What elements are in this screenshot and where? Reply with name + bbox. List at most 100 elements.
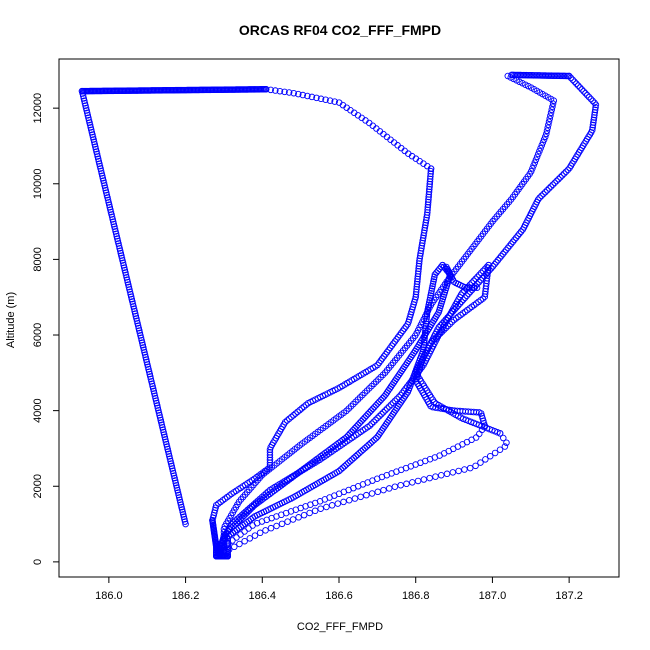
data-point — [363, 443, 371, 450]
data-point — [517, 228, 525, 235]
data-point — [146, 370, 153, 378]
data-point — [247, 505, 254, 513]
data-point — [444, 314, 451, 321]
data-point — [414, 477, 422, 485]
data-point — [545, 121, 552, 128]
data-point — [177, 499, 184, 506]
data-point — [142, 353, 149, 361]
y-tick-label: 6000 — [32, 323, 44, 347]
data-point — [122, 269, 129, 276]
data-point — [105, 199, 112, 206]
data-point — [262, 527, 269, 534]
data-point — [461, 284, 468, 291]
data-point — [179, 508, 186, 516]
data-point — [114, 235, 121, 242]
data-point — [129, 300, 137, 308]
data-point — [592, 104, 599, 111]
data-point — [496, 254, 503, 262]
data-point — [137, 332, 144, 339]
data-point — [534, 196, 542, 203]
data-point — [112, 230, 120, 238]
data-point — [343, 461, 350, 468]
data-point — [238, 511, 245, 519]
data-point — [148, 380, 156, 388]
data-point — [107, 208, 115, 216]
data-point — [258, 493, 266, 501]
data-point — [585, 93, 593, 101]
data-point — [118, 254, 126, 262]
data-point — [93, 150, 101, 158]
data-point — [86, 121, 94, 129]
data-point — [168, 462, 175, 470]
data-point — [362, 412, 370, 420]
data-point — [120, 262, 127, 269]
data-point — [125, 281, 132, 288]
data-point — [372, 378, 380, 385]
data-point — [95, 158, 103, 165]
data-point — [144, 363, 152, 371]
data-point — [181, 515, 188, 523]
y-axis-label: Altitude (m) — [5, 292, 17, 348]
data-point — [119, 257, 126, 264]
data-point — [347, 403, 355, 410]
data-point — [170, 470, 177, 477]
data-point — [149, 385, 157, 392]
y-tick-label: 2000 — [32, 474, 44, 498]
data-point — [224, 535, 232, 543]
data-point — [408, 376, 416, 384]
data-point — [112, 228, 119, 235]
data-point — [182, 520, 189, 528]
data-point — [440, 318, 448, 325]
data-point — [136, 329, 144, 337]
data-point — [553, 177, 560, 185]
data-point — [538, 142, 546, 149]
data-point — [477, 276, 485, 284]
data-point — [569, 76, 577, 84]
data-point — [499, 250, 507, 258]
data-point — [530, 162, 537, 169]
x-axis-label: CO2_FFF_FMPD — [297, 621, 383, 633]
data-point — [132, 312, 140, 320]
data-point — [535, 150, 542, 158]
data-point — [368, 420, 375, 427]
data-point — [438, 471, 445, 479]
data-point — [349, 426, 357, 434]
data-point — [126, 288, 134, 296]
data-point — [102, 187, 109, 194]
data-point — [136, 327, 143, 334]
data-point — [428, 287, 435, 295]
data-point — [449, 308, 457, 315]
data-point — [531, 159, 539, 166]
data-point — [250, 501, 258, 508]
data-point — [220, 528, 228, 536]
data-point — [590, 119, 597, 126]
data-point — [514, 232, 522, 239]
data-point — [385, 403, 393, 410]
data-point — [256, 529, 264, 537]
data-point — [512, 234, 520, 242]
data-point — [547, 109, 555, 116]
data-point — [180, 511, 187, 518]
data-point — [576, 84, 584, 91]
data-point — [133, 315, 140, 322]
data-point — [101, 184, 109, 192]
data-point — [156, 411, 163, 419]
data-point — [127, 291, 134, 298]
data-point — [369, 438, 376, 445]
data-point — [163, 443, 171, 450]
data-point — [351, 495, 359, 502]
data-point — [437, 322, 444, 329]
data-point — [169, 465, 176, 472]
data-point — [482, 456, 489, 463]
data-point — [357, 493, 364, 501]
data-point — [107, 206, 114, 213]
data-point — [145, 368, 153, 375]
data-point — [322, 96, 329, 103]
data-point — [131, 310, 139, 317]
data-point — [148, 378, 155, 385]
data-point — [115, 242, 123, 250]
data-point — [574, 82, 582, 89]
data-point — [468, 284, 476, 292]
data-point — [375, 376, 382, 383]
x-tick-label: 187.2 — [555, 590, 583, 602]
